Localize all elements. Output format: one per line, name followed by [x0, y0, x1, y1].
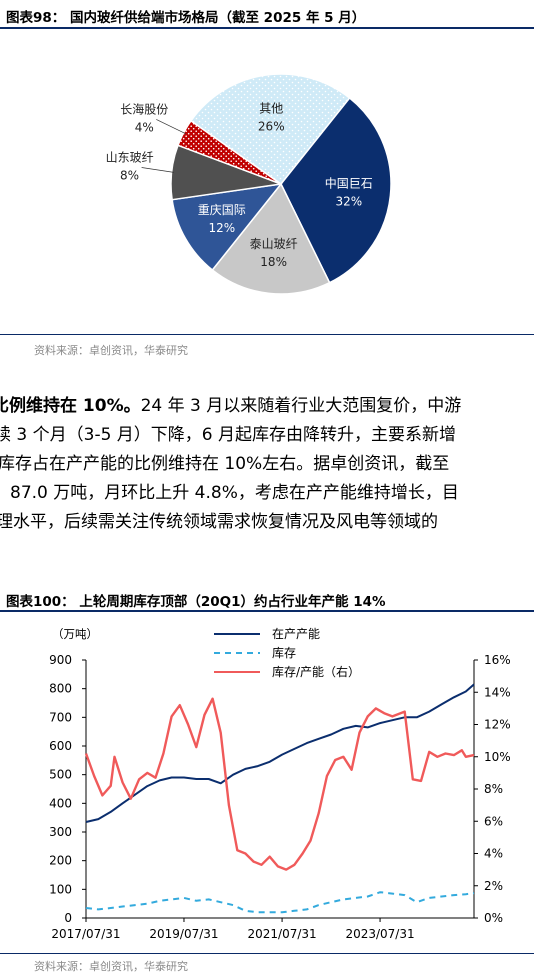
right-tick-label: 2% — [484, 879, 503, 893]
figure-100-source: 资料来源：卓创资讯，华泰研究 — [34, 960, 188, 973]
left-tick-label: 400 — [49, 796, 72, 810]
legend-label-1: 库存 — [272, 645, 296, 660]
legend-label-0: 在产产能 — [272, 627, 320, 641]
right-tick-label: 10% — [484, 750, 511, 764]
figure-98-title-rule — [0, 27, 534, 29]
left-tick-label: 900 — [49, 653, 72, 667]
pie-label-name-0: 其他 — [259, 101, 283, 115]
x-tick-label: 2017/07/31 — [51, 927, 120, 941]
pie-leader-line-4 — [141, 167, 174, 173]
pie-label-value-4: 8% — [120, 169, 139, 183]
body-line-5: 理水平，后续需关注传统领域需求恢复情况及风电等领域的 — [0, 512, 438, 532]
pie-label-name-2: 泰山玻纤 — [250, 237, 298, 251]
pie-label-value-2: 18% — [260, 255, 287, 269]
figure-100-title: 图表100： 上轮周期库存顶部（20Q1）约占行业年产能 14% — [6, 594, 386, 610]
series-line-2 — [84, 697, 475, 871]
body-line-3: 库存占在产产能的比例维持在 10%左右。据卓创资讯，截至 — [0, 454, 450, 474]
pie-label-value-1: 32% — [335, 194, 362, 208]
legend-label-2: 库存/产能（右） — [272, 664, 360, 679]
x-tick-label: 2019/07/31 — [149, 927, 218, 941]
right-tick-label: 16% — [484, 653, 511, 667]
series-line-0 — [85, 683, 475, 823]
left-tick-label: 100 — [49, 882, 72, 896]
body-line-1: 比例维持在 10%。24 年 3 月以来随着行业大范围复价，中游 — [0, 396, 462, 416]
left-tick-label: 300 — [49, 825, 72, 839]
figure-98-source: 资料来源：卓创资讯，华泰研究 — [34, 344, 188, 357]
series-line-1 — [85, 891, 475, 914]
pie-leader-line-5 — [156, 119, 186, 135]
pie-label-name-4: 山东玻纤 — [106, 151, 154, 165]
pie-slice-0 — [189, 73, 351, 186]
pie-label-value-0: 26% — [258, 119, 285, 133]
x-tick-label: 2021/07/31 — [247, 927, 316, 941]
body-line-2: 续 3 个月（3-5 月）下降，6 月起库存由降转升，主要系新增 — [0, 425, 457, 445]
right-tick-label: 8% — [484, 782, 503, 796]
pie-chart: 其他 26% 中国巨石 32% 泰山玻纤 18% 重庆国际 12% 山东玻纤 8% 长海股份 4% — [106, 73, 392, 295]
left-tick-label: 800 — [49, 682, 72, 696]
pie-label-name-3: 重庆国际 — [198, 203, 246, 217]
right-tick-label: 4% — [484, 847, 503, 861]
pie-label-name-5: 长海股份 — [120, 101, 168, 116]
left-axis-unit-label: （万吨） — [52, 627, 98, 641]
right-tick-label: 6% — [484, 814, 503, 828]
left-tick-label: 700 — [49, 710, 72, 724]
left-tick-label: 500 — [49, 768, 72, 782]
figure-98-title: 图表98： 国内玻纤供给端市场格局（截至 2025 年 5 月） — [6, 10, 366, 26]
pie-label-value-3: 12% — [208, 221, 235, 235]
right-tick-label: 14% — [484, 685, 511, 699]
left-tick-label: 200 — [49, 854, 72, 868]
pie-slice-1 — [280, 96, 392, 284]
figure-100-title-rule — [0, 610, 534, 612]
body-line-4: 87.0 万吨，月环比上升 4.8%，考虑在产产能维持增长，目 — [10, 483, 459, 503]
line-chart: 0 100 200 300 400 500 600 700 800 900 0% 2% 4% 6% 8% 10… — [49, 627, 511, 941]
pie-slice-3 — [171, 182, 283, 272]
pie-label-name-1: 中国巨石 — [325, 175, 373, 190]
pie-label-value-5: 4% — [135, 120, 154, 134]
pie-slice-2 — [211, 182, 331, 295]
x-tick-label: 2023/07/31 — [345, 927, 414, 941]
left-tick-label: 600 — [49, 739, 72, 753]
figure-98-bottom-rule — [0, 334, 534, 335]
right-tick-label: 12% — [484, 718, 511, 732]
figure-100-bottom-rule — [0, 953, 534, 954]
right-tick-label: 0% — [484, 911, 503, 925]
left-tick-label: 0 — [64, 911, 72, 925]
